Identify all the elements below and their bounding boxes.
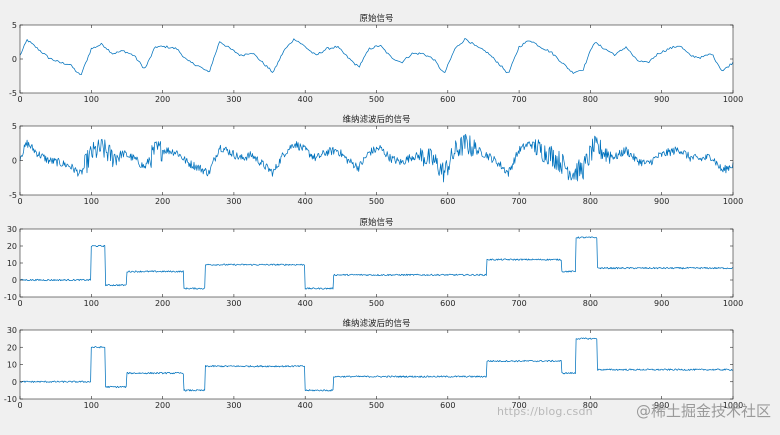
x-tick-label: 800 <box>583 95 598 104</box>
x-tick-label: 700 <box>511 299 526 308</box>
y-tick-label: 0 <box>12 157 17 166</box>
x-tick-label: 600 <box>440 299 455 308</box>
x-tick-label: 400 <box>298 401 313 410</box>
y-tick-label: 5 <box>12 21 17 30</box>
plot-area <box>20 229 733 297</box>
x-tick-label: 1000 <box>723 299 743 308</box>
x-tick-label: 1000 <box>723 95 743 104</box>
y-tick-label: 20 <box>7 242 17 251</box>
x-tick-label: 0 <box>17 95 22 104</box>
x-tick-label: 100 <box>84 401 99 410</box>
y-tick-label: 0 <box>12 55 17 64</box>
y-tick-label: -5 <box>9 89 17 98</box>
x-tick-label: 300 <box>226 95 241 104</box>
x-tick-label: 100 <box>84 197 99 206</box>
x-tick-label: 100 <box>84 95 99 104</box>
y-tick-label: 30 <box>7 225 17 234</box>
series-line <box>19 236 734 290</box>
x-tick-label: 300 <box>226 401 241 410</box>
x-tick-label: 900 <box>654 299 669 308</box>
x-tick-label: 800 <box>583 197 598 206</box>
watermark-url: https://blog.csdn <box>497 405 593 418</box>
y-tick-label: 0 <box>12 276 17 285</box>
plot-area <box>20 330 733 399</box>
x-tick-label: 700 <box>511 401 526 410</box>
x-tick-label: 400 <box>298 95 313 104</box>
y-tick-label: 20 <box>7 343 17 352</box>
x-tick-label: 200 <box>155 299 170 308</box>
x-tick-label: 600 <box>440 401 455 410</box>
y-tick-label: -10 <box>4 395 17 404</box>
y-tick-label: -5 <box>9 191 17 200</box>
x-tick-label: 500 <box>369 197 384 206</box>
axes-2-wiener-filtered-signal: 维纳滤波后的信号 0 100 200 300 400 500 600 700 800 900 1000… <box>9 114 743 206</box>
x-tick-label: 500 <box>369 95 384 104</box>
x-tick-label: 700 <box>511 197 526 206</box>
x-tick-label: 0 <box>17 197 22 206</box>
series-line <box>19 337 734 392</box>
x-tick-label: 0 <box>17 299 22 308</box>
watermark-site: @稀土掘金技术社区 <box>636 402 772 420</box>
y-tick-label: 10 <box>7 259 17 268</box>
x-tick-label: 900 <box>654 95 669 104</box>
x-tick-label: 0 <box>17 401 22 410</box>
x-tick-label: 500 <box>369 401 384 410</box>
y-tick-label: 30 <box>7 326 17 335</box>
x-tick-label: 1000 <box>723 197 743 206</box>
x-tick-label: 800 <box>583 401 598 410</box>
x-tick-label: 700 <box>511 95 526 104</box>
y-tick-label: -10 <box>4 293 17 302</box>
chart-title: 维纳滤波后的信号 <box>342 318 410 329</box>
x-tick-label: 400 <box>298 299 313 308</box>
x-tick-label: 600 <box>440 197 455 206</box>
x-tick-label: 900 <box>654 401 669 410</box>
series-line <box>19 133 734 183</box>
x-tick-label: 1000 <box>723 401 743 410</box>
x-tick-label: 900 <box>654 197 669 206</box>
x-tick-label: 300 <box>226 197 241 206</box>
y-tick-label: 0 <box>12 378 17 387</box>
chart-title: 原始信号 <box>359 217 393 228</box>
chart-title: 维纳滤波后的信号 <box>342 114 410 125</box>
x-tick-label: 300 <box>226 299 241 308</box>
chart-title: 原始信号 <box>359 13 393 24</box>
x-tick-label: 100 <box>84 299 99 308</box>
y-tick-label: 5 <box>12 122 17 131</box>
y-tick-label: 10 <box>7 361 17 370</box>
plot-area <box>20 126 733 195</box>
x-tick-label: 500 <box>369 299 384 308</box>
x-tick-label: 200 <box>155 401 170 410</box>
x-tick-label: 800 <box>583 299 598 308</box>
plot-area <box>20 25 733 93</box>
x-tick-label: 200 <box>155 197 170 206</box>
x-tick-label: 600 <box>440 95 455 104</box>
x-tick-label: 200 <box>155 95 170 104</box>
series-line <box>19 38 734 75</box>
x-tick-label: 400 <box>298 197 313 206</box>
